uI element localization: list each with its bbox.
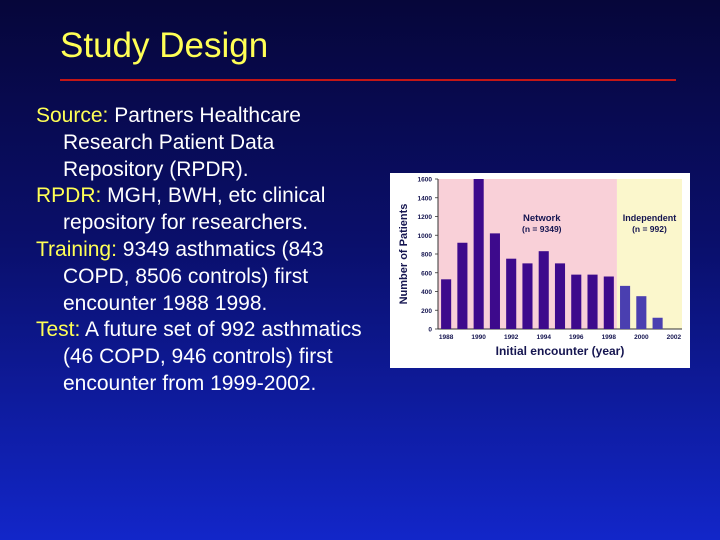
x-tick-label: 1994 [536,334,551,341]
bullet-lead: Source: [36,104,109,127]
bar-2000 [636,296,647,329]
bullet-rpdr: RPDR: MGH, BWH, etc clinical repository … [36,183,366,237]
y-tick-label: 800 [421,252,432,259]
bar-1990 [473,179,484,329]
bullet-text: Partners Healthcare Research Patient Dat… [63,104,301,181]
y-tick-label: 1600 [418,177,433,184]
patients-chart: 0 200 400 600 800 1000 1200 1400 1600 1988 1990 199… [390,173,690,368]
bar-2001 [652,317,663,329]
y-axis-title: Number of Patients [398,204,410,305]
x-tick-label: 2000 [634,334,649,341]
bullet-lead: Test: [36,318,81,342]
y-tick-label: 1400 [418,195,433,202]
y-tick-label: 1000 [418,233,433,240]
bar-1992 [506,258,517,329]
bullet-text: MGH, BWH, etc clinical repository for re… [63,184,326,235]
network-region-count: (n = 9349) [522,224,562,234]
bar-1989 [457,242,468,329]
x-tick-label: 1988 [439,334,454,341]
y-tick-label: 200 [421,308,432,315]
x-tick-label: 1990 [471,334,486,341]
bar-1998 [603,276,614,329]
y-tick-label: 400 [421,289,432,296]
y-tick-label: 0 [428,327,432,334]
y-tick-label: 1200 [418,214,433,221]
x-tick-label: 1992 [504,334,519,341]
x-tick-label: 1996 [569,334,584,341]
bullet-source: Source: Partners Healthcare Research Pat… [36,103,366,183]
bar-1993 [522,263,533,329]
bar-1999 [620,285,631,329]
x-tick-label: 2002 [667,334,682,341]
bar-1991 [489,233,500,329]
bullet-text: 9349 asthmatics (843 COPD, 8506 controls… [63,237,324,315]
bar-1994 [538,251,549,329]
bullet-list: Source: Partners Healthcare Research Pat… [36,103,366,398]
title-underline [60,79,676,81]
bullet-lead: Training: [36,237,117,261]
bar-1995 [554,263,566,329]
bar-1988 [441,279,452,329]
independent-region-count: (n = 992) [632,224,667,234]
x-tick-label: 1998 [602,334,617,341]
bar-1996 [571,274,582,329]
independent-region-label: Independent [623,213,677,223]
bullet-training: Training: 9349 asthmatics (843 COPD, 850… [36,237,366,317]
bullet-lead: RPDR: [36,184,102,208]
bullet-test: Test: A future set of 992 asthmatics (46… [36,317,366,397]
bar-1997 [587,274,598,329]
y-tick-label: 600 [421,270,432,277]
x-axis-title: Initial encounter (year) [496,344,625,358]
slide-title: Study Design [60,26,269,65]
network-region-label: Network [523,213,561,224]
patients-chart-svg: 0 200 400 600 800 1000 1200 1400 1600 1988 1990 199… [398,177,682,358]
bullet-text: A future set of 992 asthmatics (46 COPD,… [63,318,362,395]
